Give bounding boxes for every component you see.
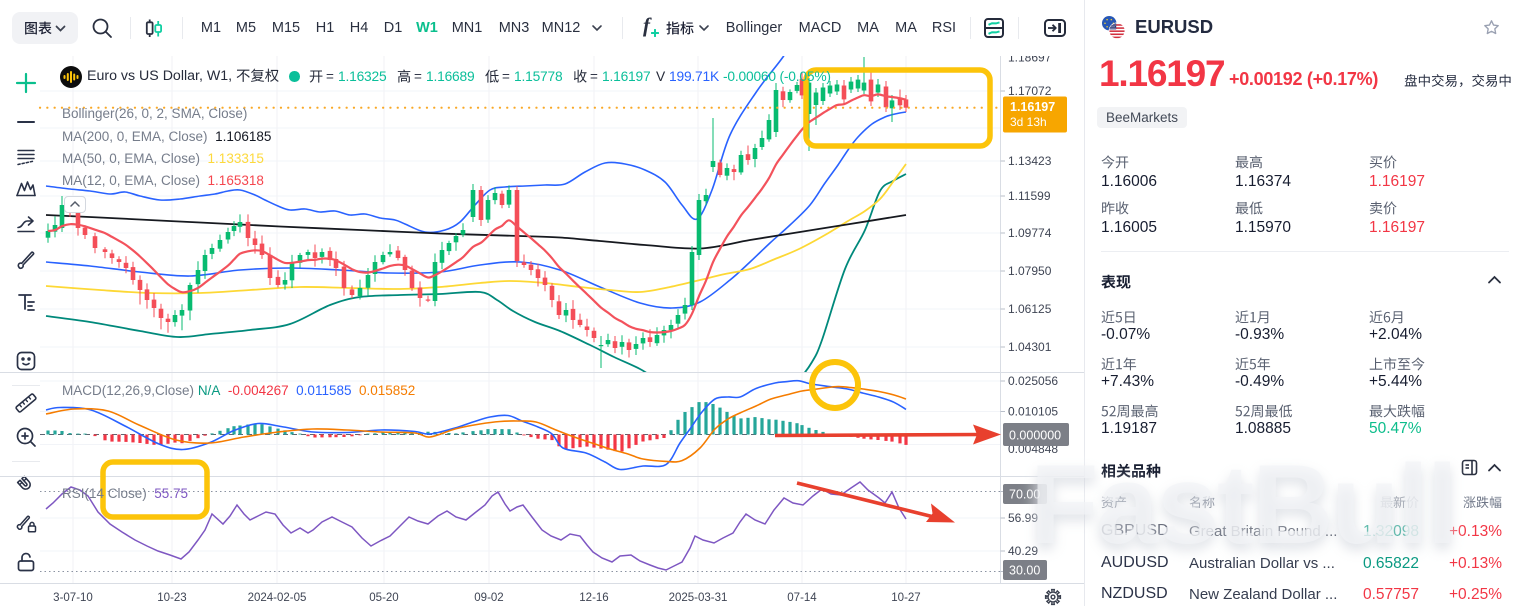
- svg-text:0.000000: 0.000000: [1009, 429, 1061, 443]
- svg-text:05-20: 05-20: [369, 592, 398, 604]
- svg-text:1.17072: 1.17072: [1008, 84, 1052, 98]
- svg-text:1.09774: 1.09774: [1008, 226, 1052, 240]
- svg-text:10-27: 10-27: [891, 592, 920, 604]
- svg-text:10-23: 10-23: [157, 592, 186, 604]
- svg-text:56.99: 56.99: [1008, 511, 1038, 525]
- svg-text:3-07-10: 3-07-10: [53, 592, 93, 604]
- svg-text:07-14: 07-14: [787, 592, 817, 604]
- svg-text:3d 13h: 3d 13h: [1010, 115, 1047, 129]
- svg-text:40.29: 40.29: [1008, 544, 1038, 558]
- svg-text:09-02: 09-02: [474, 592, 503, 604]
- svg-text:1.11599: 1.11599: [1008, 189, 1051, 203]
- svg-text:1.06125: 1.06125: [1008, 302, 1052, 316]
- svg-text:1.16197: 1.16197: [1010, 100, 1055, 114]
- svg-text:30.00: 30.00: [1009, 564, 1040, 578]
- svg-text:1.04301: 1.04301: [1008, 340, 1052, 354]
- svg-text:70.00: 70.00: [1009, 488, 1040, 502]
- svg-text:1.13423: 1.13423: [1008, 154, 1052, 168]
- svg-text:2024-02-05: 2024-02-05: [248, 592, 307, 604]
- svg-text:12-16: 12-16: [579, 592, 608, 604]
- svg-text:2025-03-31: 2025-03-31: [669, 592, 728, 604]
- svg-text:0.010105: 0.010105: [1008, 405, 1058, 419]
- svg-text:1.07950: 1.07950: [1008, 264, 1052, 278]
- svg-text:0.025056: 0.025056: [1008, 374, 1058, 388]
- svg-text:1.18697: 1.18697: [1008, 56, 1052, 65]
